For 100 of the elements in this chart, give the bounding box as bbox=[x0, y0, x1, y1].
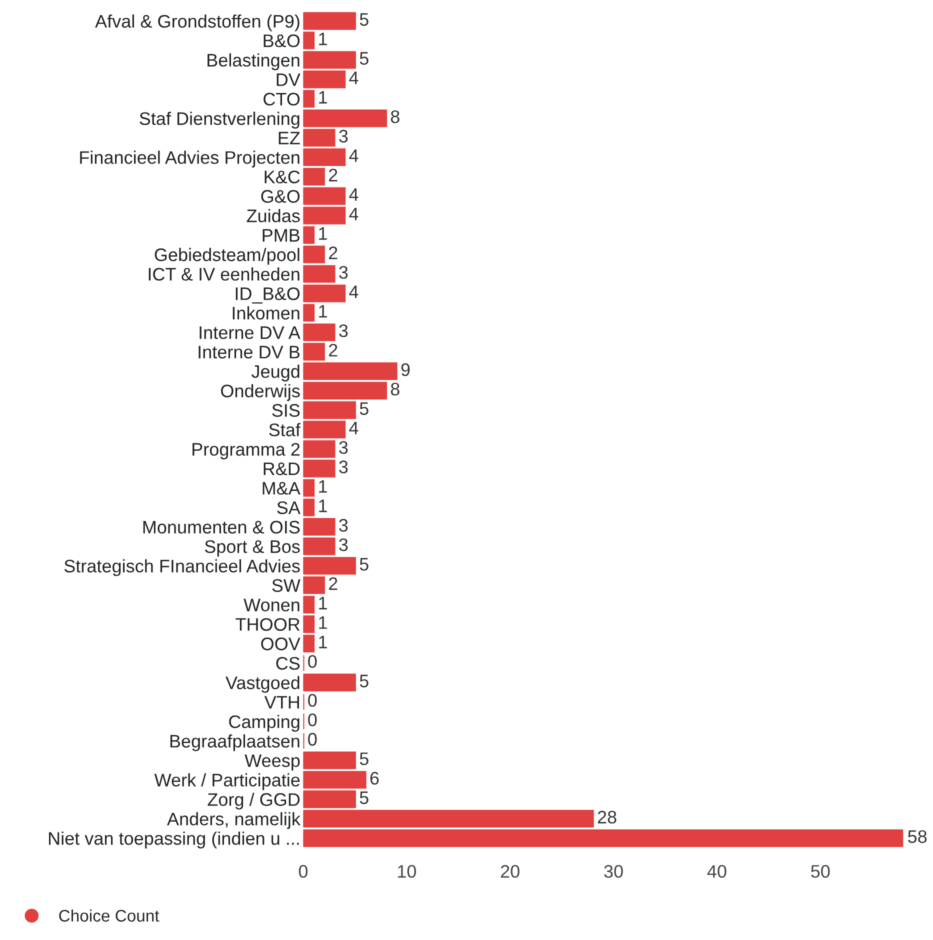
bar bbox=[303, 109, 388, 128]
data-label: 1 bbox=[319, 305, 327, 318]
bar bbox=[303, 810, 594, 828]
y-tick-label: ID_B&O bbox=[236, 287, 300, 304]
bar bbox=[303, 382, 388, 400]
bar bbox=[303, 401, 356, 419]
data-label: 6 bbox=[370, 772, 379, 785]
data-label: 5 bbox=[360, 752, 368, 766]
data-label: 1 bbox=[319, 32, 327, 46]
bar bbox=[303, 615, 315, 633]
data-label: 0 bbox=[308, 732, 317, 746]
data-label: 5 bbox=[360, 791, 368, 804]
y-tick-label: Begraafplaatsen bbox=[170, 734, 300, 752]
y-tick-label: K&C bbox=[264, 170, 300, 184]
bar bbox=[303, 790, 356, 808]
y-tick-label: OOV bbox=[261, 638, 300, 650]
data-label: 1 bbox=[319, 636, 327, 648]
y-tick-label: B&O bbox=[264, 34, 300, 48]
y-tick-label: Interne DV A bbox=[200, 326, 300, 340]
x-tick-label: 20 bbox=[500, 865, 520, 878]
y-tick-label: Inkomen bbox=[232, 306, 300, 320]
data-label: 28 bbox=[598, 810, 616, 824]
y-tick-label: SIS bbox=[272, 404, 300, 417]
data-label: 8 bbox=[390, 110, 400, 124]
bar bbox=[303, 128, 336, 147]
data-label: 1 bbox=[319, 227, 327, 240]
y-tick-label: Strategisch FInancieel Advies bbox=[64, 559, 300, 576]
data-label: 3 bbox=[339, 441, 348, 454]
bar bbox=[303, 168, 325, 186]
y-tick-label: Zuidas bbox=[246, 209, 300, 222]
y-tick-label: PMB bbox=[262, 229, 300, 242]
y-tick-label: Monumenten & OIS bbox=[143, 520, 300, 534]
data-label: 4 bbox=[349, 149, 358, 162]
y-tick-label: Programma 2 bbox=[192, 442, 300, 460]
legend-label: Choice Count bbox=[59, 909, 160, 922]
bar bbox=[303, 323, 336, 342]
data-label: 3 bbox=[339, 460, 348, 474]
data-label: 2 bbox=[328, 344, 338, 356]
data-label: 4 bbox=[349, 188, 358, 201]
data-label: 58 bbox=[908, 830, 927, 843]
data-label: 1 bbox=[319, 616, 327, 629]
y-tick-label: Werk / Participatie bbox=[154, 773, 300, 790]
y-tick-label: M&A bbox=[262, 482, 300, 495]
bar bbox=[303, 518, 336, 536]
y-tick-label: EZ bbox=[278, 132, 300, 144]
bar bbox=[303, 576, 325, 594]
data-label: 3 bbox=[339, 324, 348, 338]
data-label: 8 bbox=[390, 382, 400, 396]
data-label: 2 bbox=[328, 168, 338, 182]
y-tick-label: Weesp bbox=[244, 754, 300, 771]
x-tick-label: 40 bbox=[707, 865, 726, 878]
y-tick-label: ICT & IV eenheden bbox=[148, 267, 300, 281]
bar bbox=[303, 770, 366, 789]
y-tick-label: G&O bbox=[261, 190, 300, 203]
x-tick-label: 30 bbox=[604, 865, 623, 878]
y-tick-label: Niet van toepassing (indien u ... bbox=[49, 832, 299, 848]
y-tick-label: Staf Dienstverlening bbox=[140, 112, 300, 129]
bar bbox=[303, 342, 325, 361]
bar bbox=[303, 674, 356, 692]
y-tick-label: Financieel Advies Projecten bbox=[80, 150, 300, 168]
y-tick-label: Onderwijs bbox=[221, 384, 300, 401]
data-label: 4 bbox=[349, 72, 358, 84]
data-label: 5 bbox=[360, 674, 368, 688]
data-label: 1 bbox=[319, 596, 327, 610]
y-tick-label: CS bbox=[276, 656, 300, 670]
data-label: 1 bbox=[319, 91, 327, 104]
bar bbox=[303, 752, 356, 770]
data-label: 3 bbox=[339, 518, 348, 532]
data-label: 1 bbox=[319, 500, 327, 512]
data-label: 4 bbox=[349, 208, 358, 220]
data-label: 5 bbox=[360, 13, 368, 26]
bar bbox=[303, 304, 315, 322]
y-tick-label: Gebiedsteam/pool bbox=[154, 248, 300, 265]
x-tick-label: 0 bbox=[298, 865, 308, 878]
y-tick-label: DV bbox=[276, 73, 300, 86]
bar bbox=[303, 596, 315, 614]
y-tick-label: Staf bbox=[269, 423, 300, 436]
data-label: 9 bbox=[401, 363, 410, 376]
y-tick-label: Wonen bbox=[244, 598, 300, 612]
y-tick-label: SW bbox=[272, 579, 300, 592]
y-tick-label: Anders, namelijk bbox=[167, 812, 300, 829]
bar bbox=[303, 362, 398, 380]
y-tick-label: VTH bbox=[264, 696, 299, 709]
data-label: 3 bbox=[339, 538, 348, 552]
data-label: 0 bbox=[308, 713, 317, 726]
y-tick-label: Belastingen bbox=[208, 53, 300, 70]
bar bbox=[303, 634, 315, 652]
bar bbox=[303, 829, 904, 847]
bar bbox=[303, 90, 315, 108]
y-tick-label: Afval & Grondstoffen (P9) bbox=[95, 14, 300, 32]
data-label: 2 bbox=[328, 246, 338, 260]
data-label: 5 bbox=[360, 52, 368, 65]
bar bbox=[303, 70, 346, 88]
data-label: 4 bbox=[349, 286, 358, 298]
y-tick-label: Vastgoed bbox=[226, 676, 300, 693]
y-tick-label: Jeugd bbox=[252, 364, 300, 382]
bar bbox=[303, 148, 346, 166]
data-label: 5 bbox=[360, 402, 368, 415]
bar bbox=[303, 556, 356, 575]
y-tick-label: Zorg / GGD bbox=[208, 792, 300, 810]
